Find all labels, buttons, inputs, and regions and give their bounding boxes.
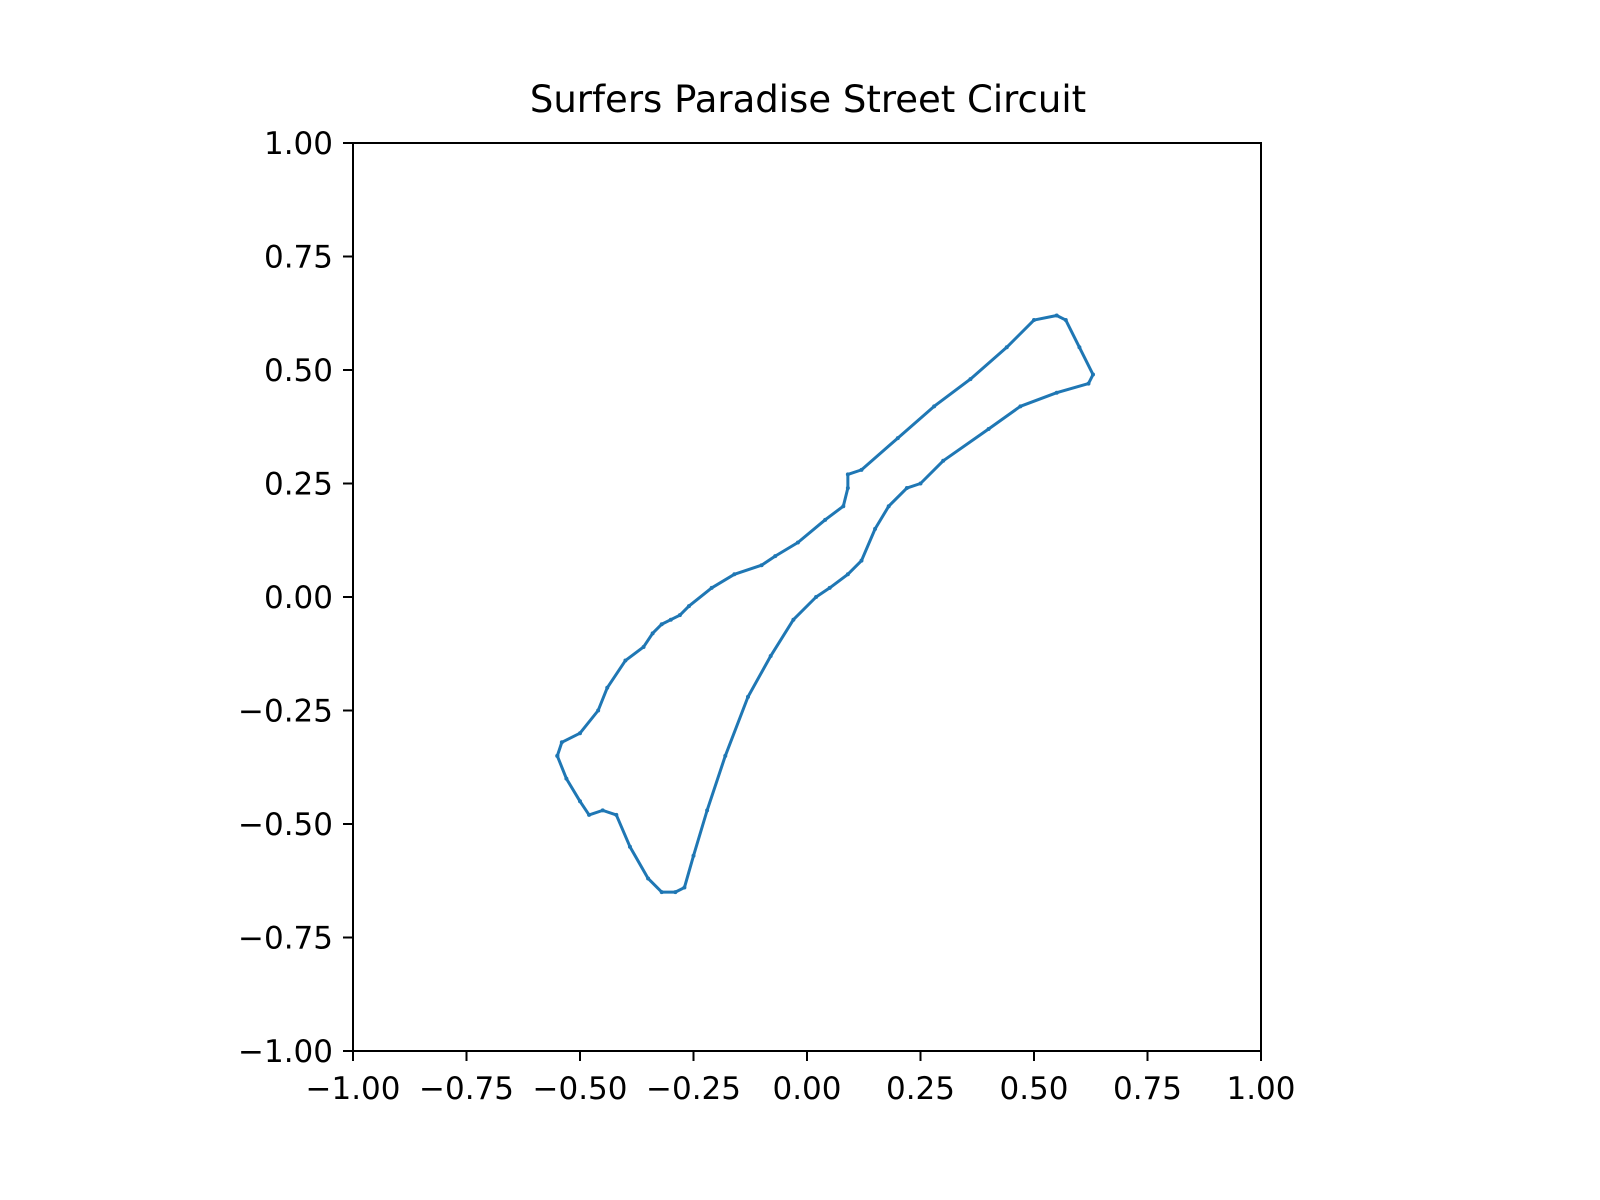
chart-title: Surfers Paradise Street Circuit: [530, 78, 1086, 121]
data-point: [791, 617, 796, 622]
data-point: [845, 486, 850, 491]
data-point: [555, 753, 560, 758]
data-point: [845, 472, 850, 477]
data-point: [596, 708, 601, 713]
data-point: [646, 876, 651, 881]
axes: −1.00 −0.75 −0.50 −0.25 0.00 0.25 0.50 0.75 1.00…: [238, 126, 1296, 1107]
data-point: [641, 644, 646, 649]
x-tick-label: 0.00: [772, 1071, 841, 1107]
data-point: [578, 799, 582, 804]
y-tick-label: −0.25: [238, 694, 333, 730]
y-tick-label: 0.75: [264, 240, 333, 276]
data-point: [886, 504, 891, 509]
data-point: [1063, 318, 1068, 323]
data-point: [691, 853, 696, 858]
data-point: [659, 890, 664, 895]
data-point: [795, 540, 800, 545]
y-tick-label: 1.00: [264, 126, 333, 162]
data-point: [732, 572, 737, 577]
y-tick-label: 0.00: [264, 580, 333, 616]
x-tick-label: 0.50: [999, 1071, 1068, 1107]
data-point: [918, 481, 923, 486]
data-point: [668, 617, 673, 622]
x-tick-label: −0.25: [646, 1071, 741, 1107]
data-point: [768, 654, 773, 659]
data-point: [578, 731, 582, 736]
data-point: [841, 504, 846, 509]
data-point: [759, 563, 764, 568]
y-tick-label: 0.50: [264, 353, 333, 389]
data-point: [627, 844, 632, 849]
data-point: [705, 808, 710, 813]
data-point: [614, 812, 619, 817]
data-point: [673, 890, 678, 895]
data-point: [1054, 390, 1059, 395]
data-point: [859, 558, 864, 563]
data-point: [845, 572, 850, 577]
data-point: [1077, 345, 1082, 350]
data-point: [773, 554, 778, 559]
data-point: [1032, 318, 1036, 323]
data-point: [623, 658, 628, 663]
x-tick-label: −1.00: [306, 1071, 401, 1107]
x-tick-label: 0.75: [1113, 1071, 1182, 1107]
x-tick-label: 1.00: [1226, 1071, 1295, 1107]
data-point: [1004, 345, 1009, 350]
data-point: [709, 585, 714, 590]
data-point: [941, 458, 946, 463]
data-point: [677, 613, 682, 618]
data-point: [873, 526, 878, 531]
data-point: [686, 604, 691, 609]
data-point: [682, 885, 687, 890]
data-point: [650, 631, 655, 636]
data-point: [659, 622, 664, 627]
data-point: [827, 585, 832, 590]
data-point: [1054, 313, 1059, 318]
y-tick-label: −0.50: [238, 807, 333, 843]
data-point: [1086, 381, 1091, 386]
data-point: [587, 812, 592, 817]
plot-area: [555, 313, 1096, 895]
data-point: [1018, 404, 1023, 409]
data-point: [904, 486, 909, 491]
data-point: [859, 467, 864, 472]
data-point: [723, 753, 728, 758]
data-point: [986, 427, 991, 432]
x-tick-label: 0.25: [886, 1071, 955, 1107]
data-point: [968, 377, 973, 382]
data-point: [1091, 372, 1096, 377]
x-tick-label: −0.75: [419, 1071, 514, 1107]
data-point: [814, 595, 819, 599]
y-tick-label: −1.00: [238, 1034, 333, 1070]
data-point: [823, 517, 828, 522]
data-point: [559, 740, 564, 745]
data-point: [600, 808, 605, 813]
data-point: [564, 776, 569, 781]
x-tick-label: −0.50: [533, 1071, 628, 1107]
data-point: [932, 404, 937, 409]
y-tick-label: 0.25: [264, 467, 333, 503]
y-tick-label: −0.75: [238, 921, 333, 957]
data-point: [895, 436, 900, 441]
data-point: [605, 685, 610, 690]
data-point: [745, 694, 750, 699]
